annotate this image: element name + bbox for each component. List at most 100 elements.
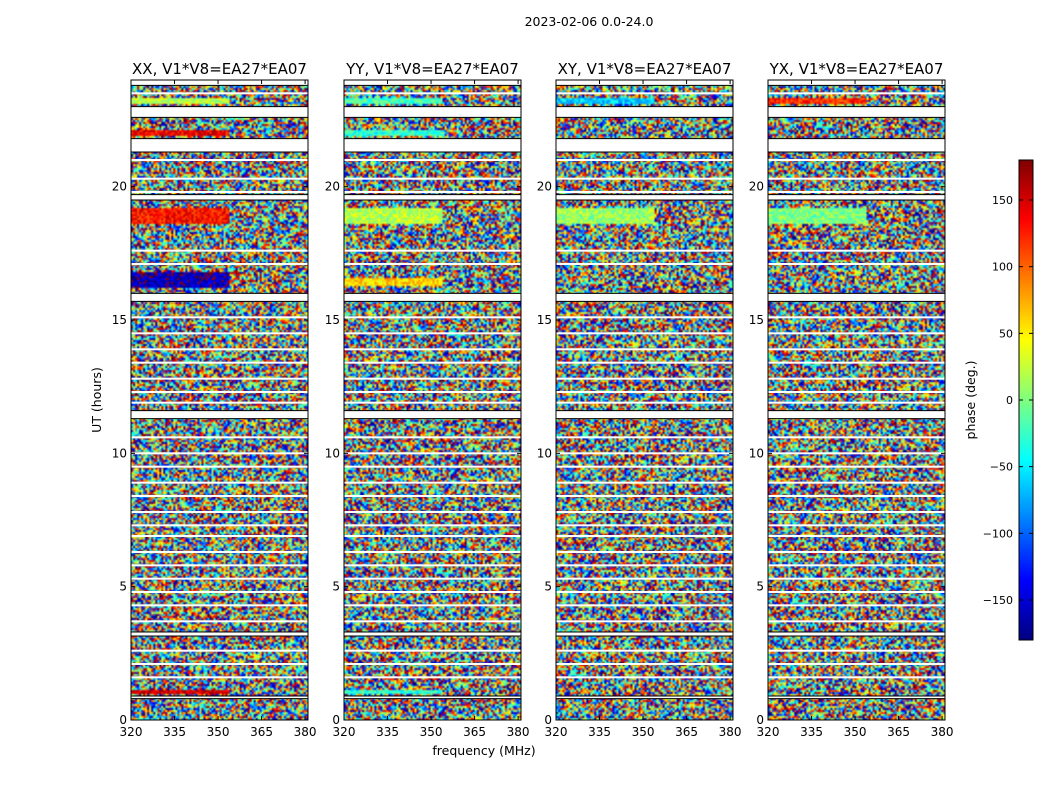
flagged-line bbox=[768, 348, 945, 351]
flagged-line bbox=[768, 191, 945, 193]
colorbar-tick-label: 150 bbox=[992, 194, 1013, 207]
phase-heatmap-image bbox=[768, 80, 945, 720]
flagged-gap bbox=[768, 293, 945, 302]
panel: XX, V1*V8=EA27*EA07 320 335 350 365 380 0 5 10 15… bbox=[112, 60, 317, 739]
flagged-line bbox=[556, 159, 733, 161]
flagged-line bbox=[344, 452, 521, 455]
flagged-gap bbox=[131, 696, 308, 699]
x-tick-label: 380 bbox=[294, 725, 317, 739]
flagged-line bbox=[768, 452, 945, 455]
flagged-gap bbox=[768, 194, 945, 200]
flagged-line bbox=[556, 524, 733, 527]
flagged-line bbox=[131, 649, 308, 652]
flagged-line bbox=[768, 436, 945, 439]
y-axis-label: UT (hours) bbox=[89, 367, 104, 433]
colorbar-tick-label: −100 bbox=[983, 527, 1013, 540]
flagged-line bbox=[131, 551, 308, 553]
flagged-line bbox=[344, 391, 521, 393]
flagged-line bbox=[344, 591, 521, 593]
flagged-line bbox=[768, 159, 945, 161]
flagged-gap bbox=[344, 194, 521, 200]
flagged-gap bbox=[131, 138, 308, 152]
flagged-line bbox=[768, 465, 945, 468]
flagged-line bbox=[344, 676, 521, 679]
flagged-line bbox=[131, 620, 308, 623]
y-tick-label: 10 bbox=[749, 446, 764, 460]
panel-title: XY, V1*V8=EA27*EA07 bbox=[558, 60, 732, 78]
y-tick-label: 5 bbox=[332, 580, 340, 594]
flagged-gap bbox=[344, 293, 521, 302]
flagged-line bbox=[768, 564, 945, 567]
flagged-line bbox=[131, 177, 308, 180]
x-tick-label: 320 bbox=[333, 725, 356, 739]
phase-heatmap-image bbox=[131, 80, 308, 720]
panel-frame bbox=[555, 79, 734, 721]
x-tick-label: 335 bbox=[376, 725, 399, 739]
flagged-line bbox=[344, 436, 521, 439]
flagged-line bbox=[131, 391, 308, 393]
panel-title: YX, V1*V8=EA27*EA07 bbox=[769, 60, 944, 78]
flagged-line bbox=[768, 511, 945, 513]
flagged-line bbox=[556, 591, 733, 593]
flagged-line bbox=[131, 495, 308, 497]
flagged-line bbox=[344, 604, 521, 607]
panel-frame bbox=[343, 79, 522, 721]
panel-frame bbox=[767, 79, 946, 721]
x-tick-label: 350 bbox=[207, 725, 230, 739]
flagged-line bbox=[131, 436, 308, 439]
colorbar-tick-label: −50 bbox=[990, 461, 1013, 474]
flagged-gap bbox=[768, 632, 945, 636]
flagged-gap bbox=[556, 696, 733, 699]
flagged-line bbox=[768, 401, 945, 404]
flagged-gap bbox=[131, 632, 308, 636]
x-tick-label: 320 bbox=[545, 725, 568, 739]
flagged-line bbox=[131, 316, 308, 319]
y-tick-label: 15 bbox=[112, 313, 127, 327]
flagged-line bbox=[131, 604, 308, 607]
flagged-line bbox=[768, 591, 945, 593]
flagged-line bbox=[131, 564, 308, 567]
flagged-line bbox=[768, 263, 945, 265]
flagged-gap bbox=[131, 80, 308, 86]
x-tick-label: 380 bbox=[719, 725, 742, 739]
flagged-line bbox=[556, 401, 733, 404]
flagged-line bbox=[768, 620, 945, 623]
flagged-line bbox=[344, 191, 521, 193]
flagged-line bbox=[556, 316, 733, 319]
flagged-line bbox=[556, 564, 733, 567]
flagged-line bbox=[344, 535, 521, 537]
x-tick-label: 350 bbox=[420, 725, 443, 739]
flagged-line bbox=[556, 535, 733, 537]
flagged-line bbox=[131, 591, 308, 593]
flagged-gap bbox=[131, 410, 308, 419]
flagged-line bbox=[556, 263, 733, 265]
colorbar-tick-label: −150 bbox=[983, 594, 1013, 607]
flagged-line bbox=[344, 551, 521, 553]
flagged-line bbox=[131, 663, 308, 665]
flagged-line bbox=[131, 377, 308, 380]
flagged-line bbox=[131, 481, 308, 484]
x-tick-label: 365 bbox=[887, 725, 910, 739]
flagged-line bbox=[768, 577, 945, 580]
y-tick-label: 0 bbox=[332, 713, 340, 727]
flagged-line bbox=[556, 332, 733, 335]
y-tick-label: 20 bbox=[537, 180, 552, 194]
flagged-line bbox=[344, 348, 521, 351]
flagged-line bbox=[131, 249, 308, 252]
y-tick-label: 10 bbox=[537, 446, 552, 460]
y-tick-label: 15 bbox=[537, 313, 552, 327]
flagged-line bbox=[556, 481, 733, 484]
panel: YY, V1*V8=EA27*EA07 320 335 350 365 380 0 5 10 15… bbox=[325, 60, 530, 739]
flagged-line bbox=[556, 177, 733, 180]
flagged-line bbox=[344, 524, 521, 527]
x-axis-label: frequency (MHz) bbox=[432, 743, 535, 758]
colorbar-tick-label: 50 bbox=[999, 327, 1013, 340]
y-tick-label: 5 bbox=[119, 580, 127, 594]
flagged-line bbox=[768, 332, 945, 335]
flagged-line bbox=[344, 577, 521, 580]
colorbar-tick-label: 100 bbox=[992, 261, 1013, 274]
x-tick-label: 380 bbox=[507, 725, 530, 739]
flagged-line bbox=[556, 495, 733, 497]
colorbar-ticks: 150 100 50 0 −50 −100 −150 bbox=[983, 194, 1033, 607]
y-tick-label: 5 bbox=[756, 580, 764, 594]
